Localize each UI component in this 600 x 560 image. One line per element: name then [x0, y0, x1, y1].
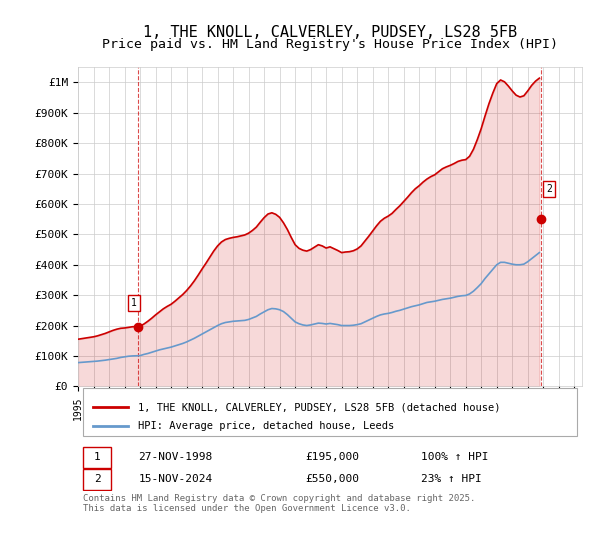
Text: 1, THE KNOLL, CALVERLEY, PUDSEY, LS28 5FB: 1, THE KNOLL, CALVERLEY, PUDSEY, LS28 5F…	[143, 25, 517, 40]
Text: 2: 2	[546, 184, 552, 194]
Text: 1, THE KNOLL, CALVERLEY, PUDSEY, LS28 5FB (detached house): 1, THE KNOLL, CALVERLEY, PUDSEY, LS28 5F…	[139, 402, 501, 412]
Text: 15-NOV-2024: 15-NOV-2024	[139, 474, 213, 484]
Text: £195,000: £195,000	[305, 452, 359, 463]
Text: 23% ↑ HPI: 23% ↑ HPI	[421, 474, 481, 484]
Text: 1: 1	[94, 452, 101, 463]
Text: 27-NOV-1998: 27-NOV-1998	[139, 452, 213, 463]
FancyBboxPatch shape	[83, 447, 111, 468]
Text: Contains HM Land Registry data © Crown copyright and database right 2025.
This d: Contains HM Land Registry data © Crown c…	[83, 494, 475, 513]
FancyBboxPatch shape	[83, 389, 577, 436]
Text: 1: 1	[131, 298, 137, 308]
Text: 100% ↑ HPI: 100% ↑ HPI	[421, 452, 488, 463]
Text: £550,000: £550,000	[305, 474, 359, 484]
FancyBboxPatch shape	[83, 469, 111, 490]
Text: HPI: Average price, detached house, Leeds: HPI: Average price, detached house, Leed…	[139, 421, 395, 431]
Text: Price paid vs. HM Land Registry's House Price Index (HPI): Price paid vs. HM Land Registry's House …	[102, 38, 558, 51]
Text: 2: 2	[94, 474, 101, 484]
